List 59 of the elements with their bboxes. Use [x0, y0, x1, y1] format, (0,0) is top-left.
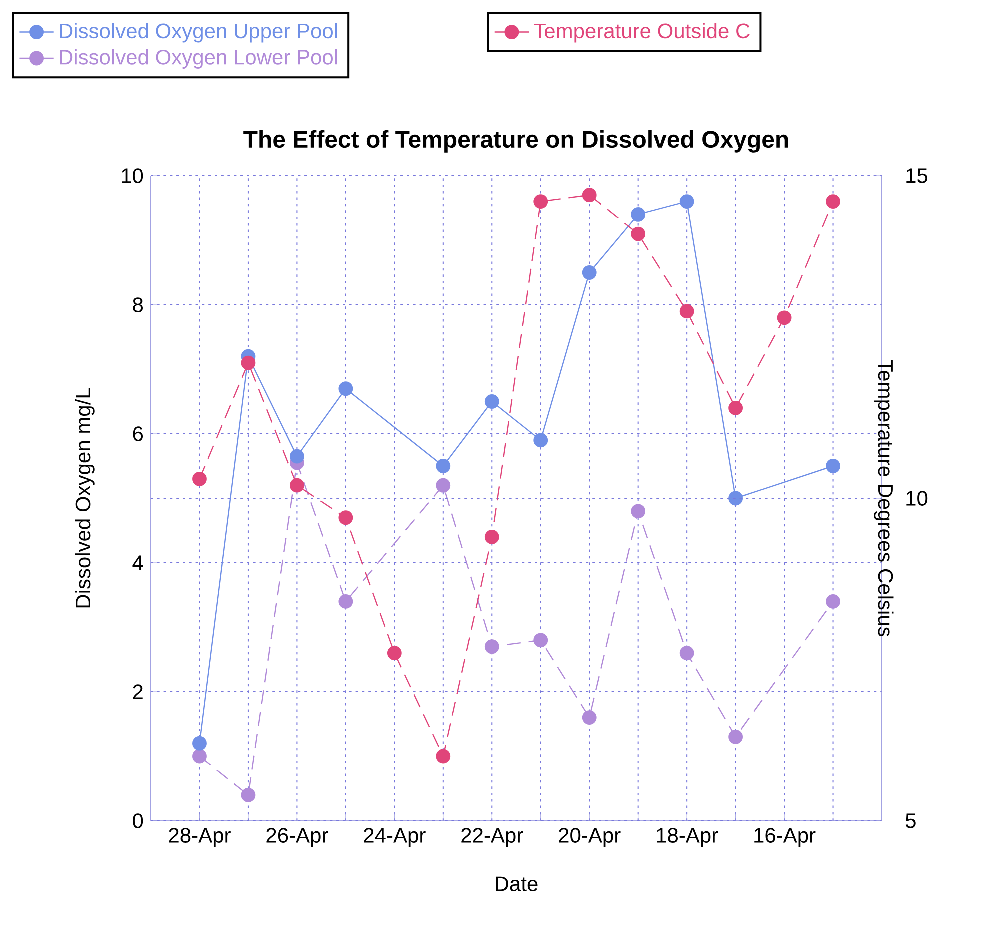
point: [338, 510, 354, 526]
point: [680, 304, 694, 319]
point: [534, 633, 548, 648]
point: [290, 449, 304, 464]
x-tick-label: 22-Apr: [462, 828, 524, 848]
point: [387, 646, 402, 660]
point: [484, 530, 500, 544]
point: [338, 382, 354, 396]
point: [582, 266, 597, 280]
point: [680, 194, 694, 209]
x-axis-title: Date: [496, 876, 538, 892]
point: [192, 749, 207, 764]
y-tick-label: 8: [133, 298, 144, 312]
point: [631, 207, 646, 222]
point: [241, 788, 256, 802]
legend-label: Dissolved Oxygen Upper Pool: [60, 23, 338, 43]
point: [728, 730, 744, 744]
point: [484, 640, 500, 654]
point: [436, 749, 451, 764]
point: [534, 194, 548, 209]
point: [826, 594, 840, 609]
point: [631, 226, 646, 242]
point: [777, 310, 792, 326]
point: [826, 459, 840, 474]
x-tick-label: 24-Apr: [364, 828, 426, 848]
y2-axis-title: Temperature Degrees Celsius: [874, 360, 894, 637]
chart-title: The Effect of Temperature on Dissolved Oxygen: [244, 130, 788, 153]
point: [290, 478, 304, 493]
point: [484, 394, 500, 409]
x-tick-label: 18-Apr: [657, 828, 718, 848]
x-tick-label: 16-Apr: [754, 828, 816, 848]
point: [631, 504, 646, 519]
point: [728, 401, 744, 416]
x-tick-label: 26-Apr: [266, 828, 328, 848]
point: [436, 459, 451, 474]
y-tick-label: 2: [133, 684, 143, 700]
point: [826, 194, 840, 209]
y2-tick-label: 10: [906, 491, 928, 506]
point: [582, 188, 597, 203]
x-tick-label: 20-Apr: [559, 828, 621, 848]
point: [241, 356, 256, 370]
y-tick-label: 10: [122, 168, 144, 184]
point: [582, 710, 597, 725]
y-axis-title: Dissolved Oxygen mg/L: [75, 388, 95, 608]
legend-label: Dissolved Oxygen Lower Pool: [60, 49, 338, 69]
y2-tick-label: 5: [906, 814, 916, 828]
point: [192, 736, 207, 751]
point: [534, 433, 548, 448]
point: [192, 472, 207, 486]
point: [338, 594, 354, 609]
legend-label: Temperature Outside C: [534, 23, 750, 43]
y-tick-label: 0: [133, 814, 144, 828]
x-tick-label: 28-Apr: [169, 828, 231, 848]
y-tick-label: 4: [132, 556, 144, 570]
y-tick-label: 6: [133, 426, 144, 442]
point: [728, 491, 744, 506]
point: [436, 478, 451, 493]
point: [680, 646, 694, 660]
y2-tick-label: 15: [906, 168, 928, 184]
